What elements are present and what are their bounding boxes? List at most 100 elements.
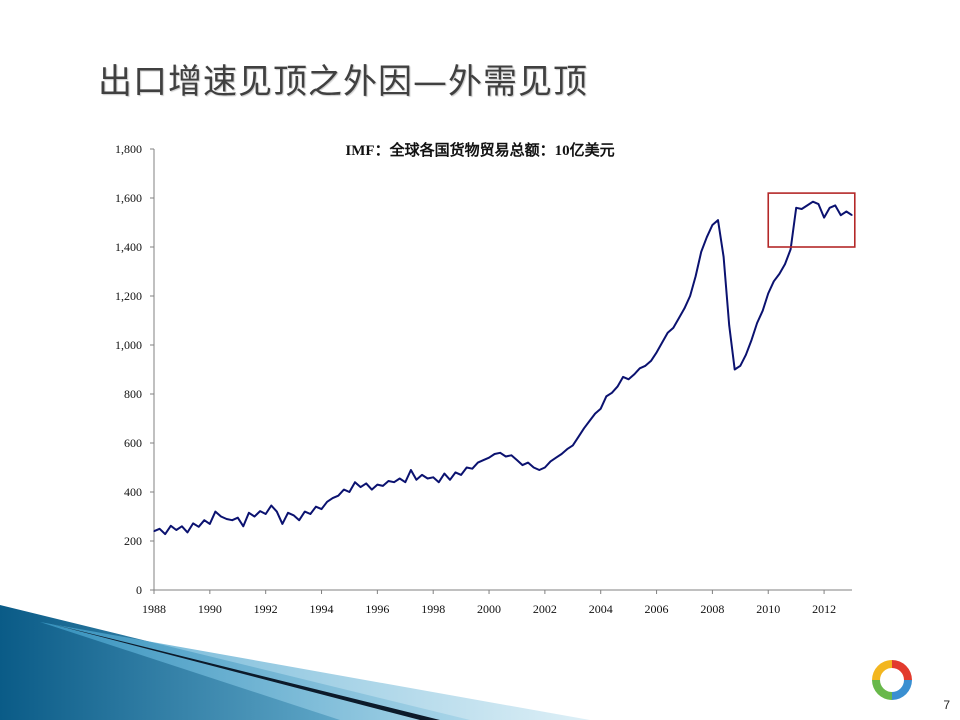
data-point: [326, 501, 328, 503]
data-point: [237, 517, 239, 519]
data-point: [795, 207, 797, 209]
data-point: [477, 462, 479, 464]
data-point: [739, 365, 741, 367]
data-point: [845, 210, 848, 213]
data-point: [454, 471, 457, 473]
data-point: [549, 460, 552, 462]
data-point: [410, 469, 412, 471]
data-point: [561, 453, 563, 455]
data-point: [499, 452, 501, 454]
data-point: [415, 479, 418, 481]
x-tick-label: 2000: [477, 602, 501, 616]
data-point: [337, 495, 339, 497]
highlight-box: [767, 192, 856, 248]
x-tick-label: 2008: [700, 602, 724, 616]
data-point: [762, 310, 764, 312]
data-point: [778, 273, 781, 275]
data-point: [449, 479, 451, 481]
data-point: [466, 466, 468, 469]
x-tick-label: 1992: [254, 602, 278, 616]
data-point: [734, 368, 736, 371]
data-point: [304, 511, 306, 513]
data-point: [784, 263, 786, 265]
data-point: [717, 219, 719, 221]
data-point: [371, 488, 373, 491]
data-point: [505, 455, 507, 458]
data-point: [773, 280, 775, 282]
data-point: [175, 529, 177, 531]
data-point: [667, 332, 669, 334]
data-point: [270, 504, 272, 507]
x-tick-label: 1988: [142, 602, 166, 616]
data-point: [471, 468, 473, 470]
x-tick-label: 2006: [645, 602, 669, 616]
data-point: [706, 236, 708, 238]
data-point: [443, 473, 445, 475]
data-point: [198, 526, 200, 528]
data-point: [812, 201, 814, 203]
y-tick-label: 1,400: [115, 240, 142, 254]
data-point: [594, 413, 596, 415]
data-point: [817, 203, 820, 205]
slide-title: 出口增速见顶之外因—外需见顶: [98, 62, 588, 102]
data-point: [840, 214, 842, 216]
data-point: [700, 251, 702, 253]
data-point: [722, 256, 725, 258]
data-point: [170, 525, 172, 527]
y-tick-label: 1,000: [115, 338, 142, 352]
data-point: [181, 525, 183, 527]
data-point: [209, 523, 211, 525]
data-point: [482, 459, 485, 461]
data-point: [488, 457, 490, 459]
data-point: [298, 519, 300, 521]
data-point: [432, 476, 434, 478]
data-point: [399, 477, 401, 480]
data-point: [829, 207, 831, 209]
y-tick-label: 400: [124, 485, 142, 499]
data-point: [678, 317, 680, 319]
data-point: [750, 339, 753, 341]
data-point: [789, 248, 792, 251]
data-point: [600, 408, 602, 410]
data-point: [309, 513, 311, 515]
x-tick-label: 2010: [756, 602, 780, 616]
data-point: [293, 514, 295, 516]
y-tick-label: 1,800: [115, 142, 142, 156]
data-point: [259, 510, 261, 512]
data-point: [387, 480, 390, 482]
data-point: [438, 481, 440, 483]
x-tick-label: 2002: [533, 602, 557, 616]
data-point: [538, 469, 540, 471]
data-point: [806, 204, 808, 206]
company-logo: [872, 660, 912, 700]
y-tick-label: 1,600: [115, 191, 142, 205]
data-point: [533, 466, 535, 469]
data-point: [164, 533, 166, 535]
data-point: [834, 204, 836, 206]
data-point: [622, 376, 624, 378]
data-point: [728, 324, 730, 326]
data-point: [527, 462, 529, 464]
data-point: [655, 351, 658, 353]
x-tick-label: 2012: [812, 602, 836, 616]
data-point: [633, 373, 635, 375]
data-point: [203, 519, 205, 521]
data-point: [332, 497, 334, 499]
data-point: [672, 327, 674, 329]
data-point: [231, 519, 233, 521]
y-tick-label: 0: [136, 583, 142, 597]
data-point: [287, 512, 289, 514]
data-point: [265, 513, 267, 515]
data-point: [616, 386, 619, 388]
data-point: [650, 360, 652, 362]
y-tick-label: 800: [124, 387, 142, 401]
series-line: [153, 200, 853, 536]
data-point: [566, 448, 568, 450]
data-point: [577, 436, 579, 438]
data-point: [851, 214, 853, 216]
data-point: [343, 488, 345, 491]
data-point: [158, 528, 161, 530]
data-point: [756, 322, 758, 324]
data-point: [460, 474, 462, 476]
